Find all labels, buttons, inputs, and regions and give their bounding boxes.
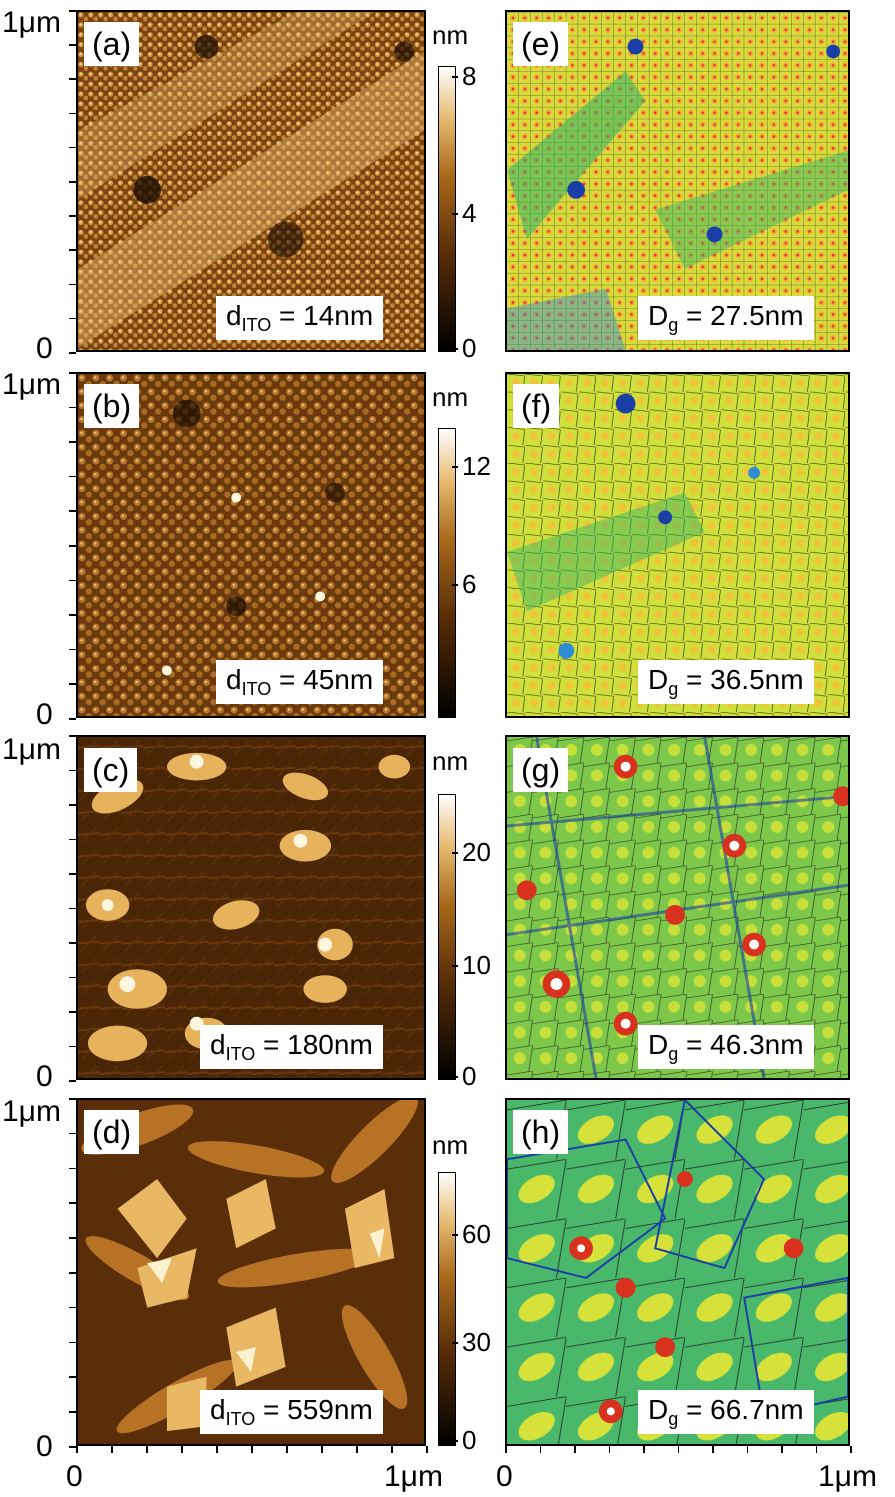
y-label-top-a: 1μm — [2, 6, 61, 39]
thickness-value: = 14nm — [271, 300, 374, 331]
grain-symbol: D — [648, 300, 669, 331]
colorbar-unit-c: nm — [432, 746, 469, 776]
grain-subscript: g — [668, 315, 679, 335]
grain-value: = 27.5nm — [678, 300, 804, 331]
thickness-value: = 45nm — [271, 664, 374, 695]
colorbar-tick-d-top: 60 — [452, 1219, 491, 1249]
colorbar-unit-b: nm — [432, 382, 469, 412]
colorbar-tick-a-bottom: 0 — [451, 333, 477, 363]
grain-size-label-h: Dg = 66.7nm — [638, 1390, 814, 1434]
thickness-label-d: dITO = 559nm — [200, 1390, 383, 1434]
colorbar-a — [438, 66, 456, 352]
afm-image-d — [76, 1098, 426, 1446]
afm-image-b — [76, 372, 426, 718]
colorbar-unit-d: nm — [432, 1130, 469, 1160]
colorbar-tick-d-mid: 30 — [452, 1327, 491, 1357]
colorbar-tick-c-top: 20 — [452, 837, 491, 867]
y-label-top-c: 1μm — [2, 733, 61, 766]
grain-symbol: D — [648, 1029, 669, 1060]
y-label-top-b: 1μm — [2, 368, 61, 401]
ticks-left-c — [69, 735, 77, 1082]
panel-label-a: (a) — [84, 22, 140, 66]
panel-label-c: (c) — [84, 748, 138, 792]
thickness-value: = 180nm — [255, 1029, 373, 1060]
colorbar-b — [438, 428, 456, 718]
grain-map-h — [505, 1098, 850, 1446]
grain-subscript: g — [668, 1409, 679, 1429]
panel-label-h: (h) — [513, 1110, 569, 1154]
y-label-bottom-c: 0 — [36, 1060, 53, 1093]
grain-subscript: g — [668, 1044, 679, 1064]
grain-subscript: g — [668, 679, 679, 699]
colorbar-tick-c-mid: 10 — [452, 950, 491, 980]
panel-label-b: (b) — [84, 384, 140, 428]
x-label-left-afm: 0 — [66, 1460, 83, 1493]
colorbar-tick-b-top: 12 — [452, 451, 491, 481]
colorbar-tick-b-mid: 6 — [451, 569, 477, 599]
thickness-subscript: ITO — [241, 315, 272, 335]
grain-symbol: D — [648, 1394, 669, 1425]
colorbar-tick-a-top: 8 — [451, 61, 477, 91]
thickness-subscript: ITO — [225, 1409, 256, 1429]
grain-value: = 36.5nm — [678, 664, 804, 695]
thickness-subscript: ITO — [225, 1044, 256, 1064]
thickness-value: = 559nm — [255, 1394, 373, 1425]
colorbar-d — [438, 1172, 456, 1446]
thickness-label-c: dITO = 180nm — [200, 1025, 383, 1069]
ticks-left-d — [69, 1098, 77, 1448]
thickness-label-b: dITO = 45nm — [216, 660, 384, 704]
ticks-bottom-grain — [505, 1446, 852, 1454]
ticks-bottom-afm — [76, 1446, 428, 1454]
grain-symbol: D — [648, 664, 669, 695]
panel-label-g: (g) — [513, 748, 569, 792]
panel-label-d: (d) — [84, 1110, 140, 1154]
grain-map-e — [505, 10, 850, 352]
x-label-right-afm: 1μm — [384, 1460, 443, 1493]
y-label-bottom-d: 0 — [36, 1430, 53, 1463]
x-label-right-grain: 1μm — [818, 1460, 877, 1493]
colorbar-tick-c-bottom: 0 — [451, 1061, 477, 1091]
thickness-symbol: d — [210, 1029, 226, 1060]
panel-label-e: (e) — [513, 22, 569, 66]
x-label-left-grain: 0 — [496, 1460, 513, 1493]
grain-map-f — [505, 372, 850, 718]
ticks-left-a — [69, 10, 77, 354]
colorbar-c — [438, 794, 456, 1080]
afm-image-a — [76, 10, 426, 352]
colorbar-tick-a-mid: 4 — [451, 198, 477, 228]
thickness-symbol: d — [226, 664, 242, 695]
afm-image-c — [76, 735, 426, 1080]
thickness-symbol: d — [226, 300, 242, 331]
ticks-left-b — [69, 372, 77, 720]
panel-label-f: (f) — [513, 384, 560, 428]
grain-map-g — [505, 735, 850, 1080]
y-label-top-d: 1μm — [2, 1095, 61, 1128]
thickness-label-a: dITO = 14nm — [216, 296, 384, 340]
grain-size-label-f: Dg = 36.5nm — [638, 660, 814, 704]
grain-value: = 46.3nm — [678, 1029, 804, 1060]
thickness-subscript: ITO — [241, 679, 272, 699]
grain-value: = 66.7nm — [678, 1394, 804, 1425]
y-label-bottom-a: 0 — [36, 332, 53, 365]
grain-size-label-g: Dg = 46.3nm — [638, 1025, 814, 1069]
colorbar-tick-d-bottom: 0 — [451, 1425, 477, 1455]
colorbar-unit-a: nm — [432, 20, 469, 50]
thickness-symbol: d — [210, 1394, 226, 1425]
y-label-bottom-b: 0 — [36, 698, 53, 731]
grain-size-label-e: Dg = 27.5nm — [638, 296, 814, 340]
